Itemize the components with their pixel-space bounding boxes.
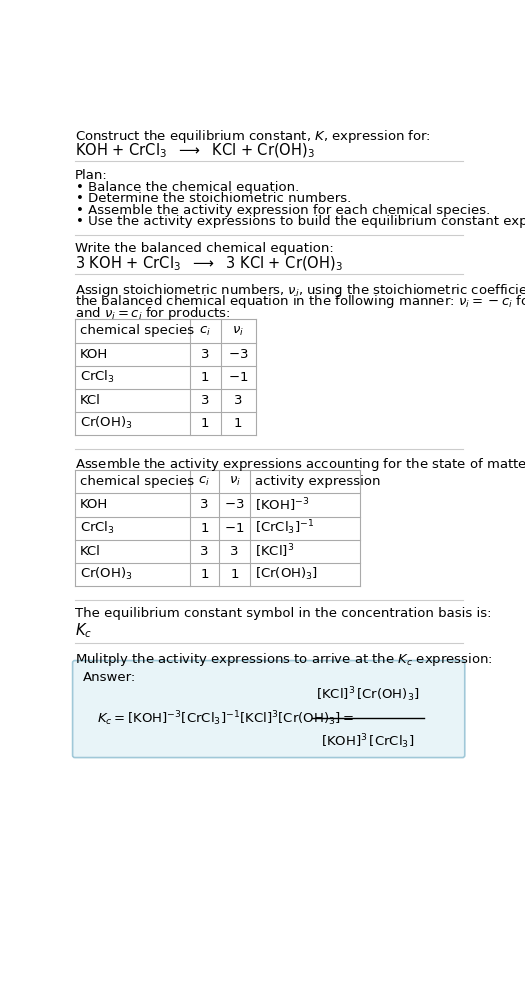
- Text: 1: 1: [201, 417, 209, 430]
- Text: • Use the activity expressions to build the equilibrium constant expression.: • Use the activity expressions to build …: [77, 215, 525, 228]
- Text: $[\mathrm{KOH}]^{-3}$: $[\mathrm{KOH}]^{-3}$: [255, 496, 309, 514]
- Text: KOH: KOH: [80, 348, 108, 361]
- Text: and $\nu_i = c_i$ for products:: and $\nu_i = c_i$ for products:: [75, 305, 230, 322]
- Bar: [75, 319, 256, 435]
- Text: KCl: KCl: [80, 394, 100, 407]
- Text: KOH: KOH: [80, 498, 108, 512]
- Text: Plan:: Plan:: [75, 169, 108, 182]
- Text: Mulitply the activity expressions to arrive at the $K_c$ expression:: Mulitply the activity expressions to arr…: [75, 651, 492, 668]
- Text: $[\mathrm{CrCl_3}]^{-1}$: $[\mathrm{CrCl_3}]^{-1}$: [255, 519, 314, 537]
- Text: 3: 3: [201, 348, 209, 361]
- FancyBboxPatch shape: [72, 661, 465, 758]
- Text: Assign stoichiometric numbers, $\nu_i$, using the stoichiometric coefficients, $: Assign stoichiometric numbers, $\nu_i$, …: [75, 282, 525, 299]
- Text: Cr(OH)$_3$: Cr(OH)$_3$: [80, 415, 132, 431]
- Text: CrCl$_3$: CrCl$_3$: [80, 369, 114, 385]
- Text: $[\mathrm{Cr(OH)_3}]$: $[\mathrm{Cr(OH)_3}]$: [255, 566, 318, 582]
- Text: 3: 3: [234, 394, 243, 407]
- Text: activity expression: activity expression: [255, 475, 380, 488]
- Text: $\nu_i$: $\nu_i$: [228, 475, 240, 488]
- Text: 3: 3: [201, 394, 209, 407]
- Text: CrCl$_3$: CrCl$_3$: [80, 520, 114, 536]
- Text: chemical species: chemical species: [80, 475, 194, 488]
- Text: 1: 1: [200, 568, 208, 581]
- Text: $-3$: $-3$: [228, 348, 248, 361]
- Text: Cr(OH)$_3$: Cr(OH)$_3$: [80, 566, 132, 582]
- Text: Assemble the activity expressions accounting for the state of matter and $\nu_i$: Assemble the activity expressions accoun…: [75, 456, 525, 473]
- Text: KOH + CrCl$_3$  $\longrightarrow$  KCl + Cr(OH)$_3$: KOH + CrCl$_3$ $\longrightarrow$ KCl + C…: [75, 142, 315, 160]
- Text: KCl: KCl: [80, 545, 100, 558]
- Text: Write the balanced chemical equation:: Write the balanced chemical equation:: [75, 242, 334, 255]
- Text: the balanced chemical equation in the following manner: $\nu_i = -c_i$ for react: the balanced chemical equation in the fo…: [75, 293, 525, 310]
- Text: • Balance the chemical equation.: • Balance the chemical equation.: [77, 181, 300, 194]
- Text: 1: 1: [234, 417, 243, 430]
- Text: 3: 3: [230, 545, 239, 558]
- Text: 1: 1: [230, 568, 239, 581]
- Text: $[\mathrm{KOH}]^3\, [\mathrm{CrCl_3}]$: $[\mathrm{KOH}]^3\, [\mathrm{CrCl_3}]$: [321, 732, 415, 751]
- Text: $K_c = [\mathrm{KOH}]^{-3} [\mathrm{CrCl_3}]^{-1} [\mathrm{KCl}]^3 [\mathrm{Cr(O: $K_c = [\mathrm{KOH}]^{-3} [\mathrm{CrCl…: [97, 709, 354, 728]
- Text: 1: 1: [200, 522, 208, 535]
- Text: 1: 1: [201, 371, 209, 384]
- Text: Construct the equilibrium constant, $K$, expression for:: Construct the equilibrium constant, $K$,…: [75, 128, 431, 145]
- Text: $-1$: $-1$: [228, 371, 248, 384]
- Text: chemical species: chemical species: [80, 324, 194, 337]
- Text: $c_i$: $c_i$: [199, 324, 211, 338]
- Text: • Assemble the activity expression for each chemical species.: • Assemble the activity expression for e…: [77, 204, 491, 217]
- Text: Answer:: Answer:: [82, 671, 136, 684]
- Text: 3: 3: [200, 545, 208, 558]
- Text: $c_i$: $c_i$: [198, 475, 210, 488]
- Text: $[\mathrm{KCl}]^3$: $[\mathrm{KCl}]^3$: [255, 542, 294, 560]
- Text: $[\mathrm{KCl}]^3\, [\mathrm{Cr(OH)_3}]$: $[\mathrm{KCl}]^3\, [\mathrm{Cr(OH)_3}]$: [316, 686, 419, 704]
- Text: 3: 3: [200, 498, 208, 512]
- Bar: [75, 470, 360, 586]
- Text: • Determine the stoichiometric numbers.: • Determine the stoichiometric numbers.: [77, 192, 352, 205]
- Text: 3 KOH + CrCl$_3$  $\longrightarrow$  3 KCl + Cr(OH)$_3$: 3 KOH + CrCl$_3$ $\longrightarrow$ 3 KCl…: [75, 255, 343, 273]
- Text: $-1$: $-1$: [224, 522, 245, 535]
- Text: $-3$: $-3$: [224, 498, 245, 512]
- Text: $\nu_i$: $\nu_i$: [232, 324, 244, 338]
- Text: The equilibrium constant symbol in the concentration basis is:: The equilibrium constant symbol in the c…: [75, 607, 491, 620]
- Text: $K_c$: $K_c$: [75, 621, 92, 640]
